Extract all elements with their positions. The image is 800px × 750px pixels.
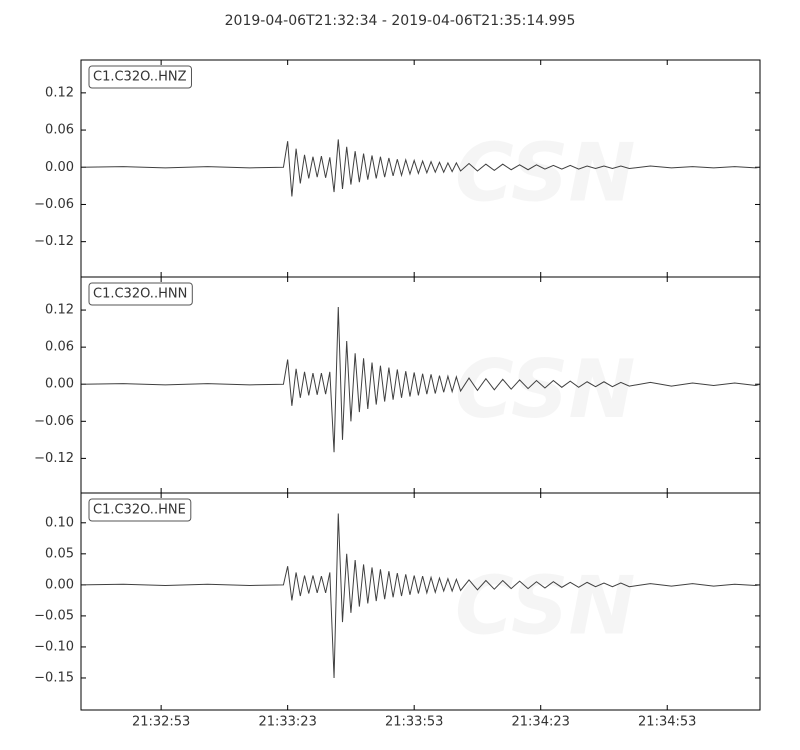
y-tick-label: 0.12 bbox=[45, 303, 74, 318]
y-tick-label: 0.06 bbox=[45, 340, 74, 355]
legend: C1.C32O..HNN bbox=[88, 282, 193, 306]
y-tick-label: 0.10 bbox=[45, 515, 74, 530]
y-tick-label: 0.00 bbox=[45, 377, 74, 392]
waveform bbox=[81, 513, 760, 678]
y-tick-label: −0.15 bbox=[34, 670, 74, 685]
x-tick-label: 21:34:53 bbox=[638, 715, 696, 730]
y-tick-label: −0.06 bbox=[34, 197, 74, 212]
watermark: CSN bbox=[455, 126, 635, 219]
watermark: CSN bbox=[455, 559, 635, 652]
y-tick-label: −0.12 bbox=[34, 234, 74, 249]
y-tick-label: −0.12 bbox=[34, 451, 74, 466]
legend: C1.C32O..HNZ bbox=[88, 65, 192, 89]
x-tick-label: 21:33:23 bbox=[258, 715, 316, 730]
watermark: CSN bbox=[455, 343, 635, 436]
y-tick-label: 0.06 bbox=[45, 123, 74, 138]
y-tick-label: −0.06 bbox=[34, 414, 74, 429]
x-tick-label: 21:34:23 bbox=[512, 715, 570, 730]
legend-box bbox=[88, 498, 192, 522]
y-tick-label: 0.12 bbox=[45, 85, 74, 100]
waveform bbox=[81, 306, 760, 453]
waveform bbox=[81, 139, 760, 197]
axes-frame bbox=[80, 492, 761, 711]
y-tick-label: 0.05 bbox=[45, 546, 74, 561]
chart-title: 2019-04-06T21:32:34 - 2019-04-06T21:35:1… bbox=[225, 13, 576, 29]
y-tick-label: −0.10 bbox=[34, 639, 74, 654]
y-tick-label: −0.05 bbox=[34, 608, 74, 623]
legend: C1.C32O..HNE bbox=[88, 498, 192, 522]
legend-label: C1.C32O..HNN bbox=[93, 287, 187, 302]
y-tick-label: 0.00 bbox=[45, 577, 74, 592]
legend-box bbox=[88, 65, 192, 89]
y-tick-label: 0.00 bbox=[45, 160, 74, 175]
x-tick-label: 21:33:53 bbox=[385, 715, 443, 730]
legend-box bbox=[88, 282, 193, 306]
x-tick-label: 21:32:53 bbox=[132, 715, 190, 730]
legend-label: C1.C32O..HNZ bbox=[93, 70, 187, 85]
legend-label: C1.C32O..HNE bbox=[93, 503, 186, 518]
